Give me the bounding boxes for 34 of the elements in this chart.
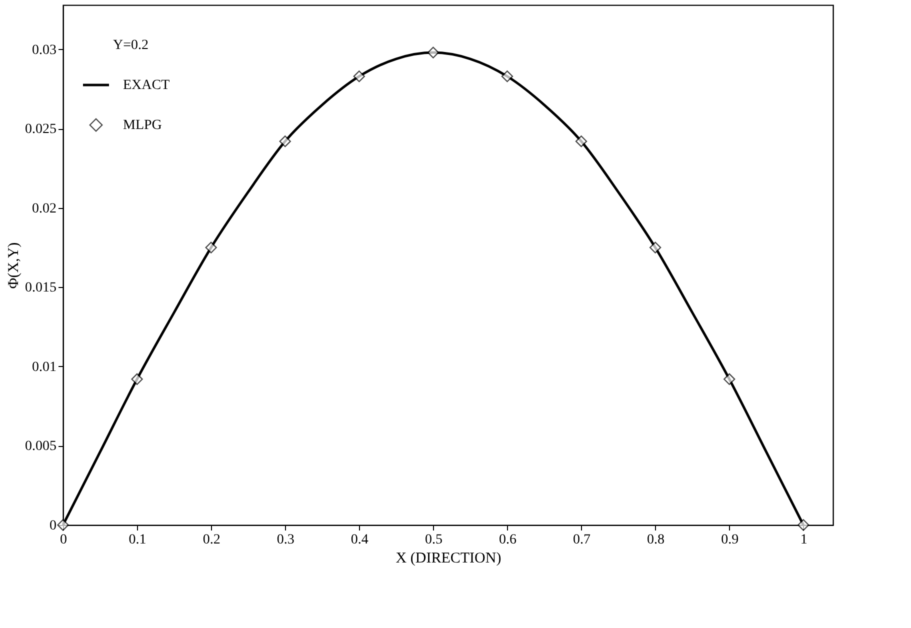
point — [575, 135, 588, 148]
y-tick-label: 0.03 — [32, 42, 56, 58]
y-tick-label: 0.015 — [25, 280, 56, 296]
y-tick-label: 0 — [50, 518, 56, 534]
x-tick-label: 0.9 — [721, 532, 739, 548]
x-tick-label: 0.6 — [498, 532, 516, 548]
x-tick-label: 0.4 — [350, 532, 368, 548]
x-tick-label: 0.5 — [424, 532, 442, 548]
legend-title: Y=0.2 — [113, 38, 149, 53]
y-tick-label: 0.02 — [32, 201, 56, 216]
point — [279, 135, 291, 148]
point — [501, 70, 514, 82]
x-tick-label: 0 — [60, 532, 67, 548]
point — [353, 70, 365, 82]
x-tick-label: 1 — [800, 532, 808, 548]
point — [131, 373, 143, 385]
y-tick-label: 0.025 — [25, 122, 56, 138]
y-axis-title: Φ(X,Y) — [6, 242, 22, 289]
x-tick-label: 0.7 — [573, 532, 591, 548]
point — [57, 519, 69, 531]
point — [798, 519, 810, 531]
x-axis-title: X (DIRECTION) — [396, 550, 502, 566]
point — [427, 46, 440, 58]
legend-label: MLPG — [123, 118, 162, 133]
point — [649, 242, 662, 254]
x-tick-label: 0.1 — [128, 532, 146, 548]
legend-label: EXACT — [123, 78, 170, 93]
x-tick-label: 0.3 — [276, 532, 294, 548]
point — [724, 373, 736, 385]
x-tick-label: 0.8 — [647, 532, 665, 548]
y-tick-label: 0.005 — [25, 439, 56, 454]
x-tick-label: 0.2 — [202, 532, 220, 548]
point — [205, 242, 217, 254]
y-tick-label: 0.01 — [32, 360, 56, 375]
